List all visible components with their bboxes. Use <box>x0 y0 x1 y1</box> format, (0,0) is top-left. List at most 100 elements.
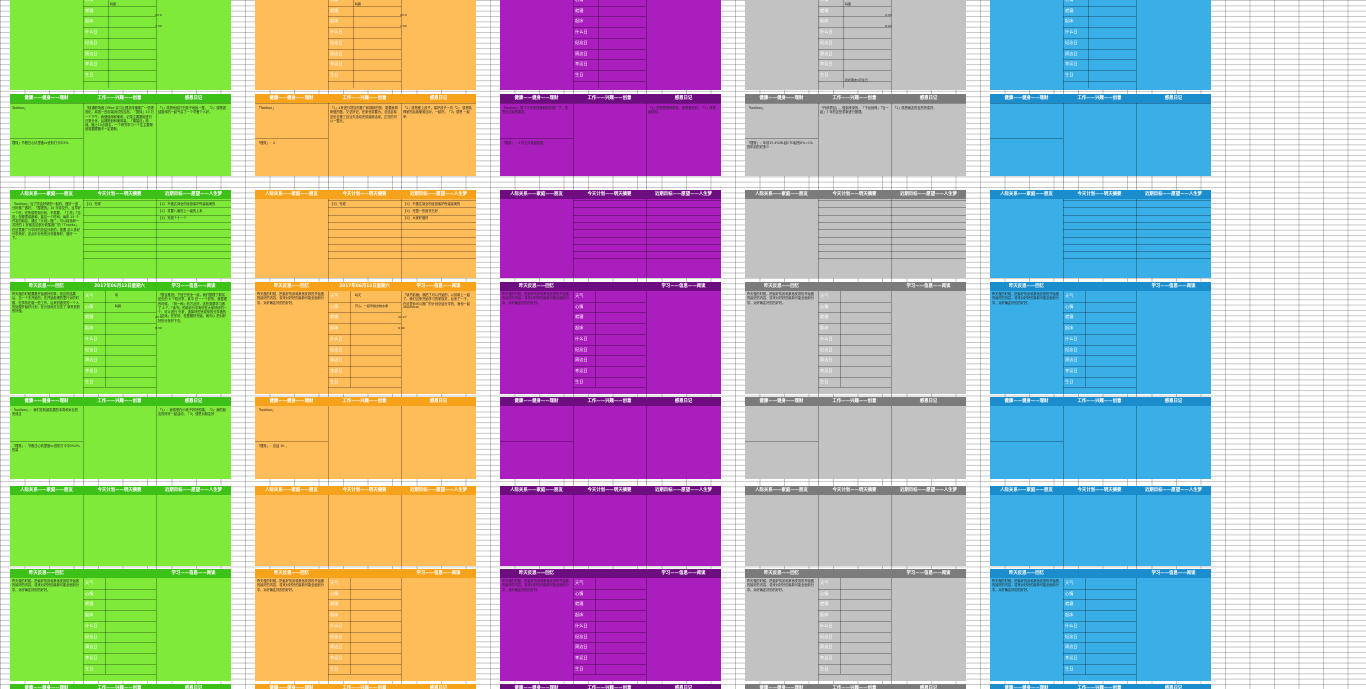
header-yesterday[interactable]: 昨天反思——回忆 <box>10 569 83 578</box>
info-value[interactable]: 8:30 <box>155 326 162 330</box>
finance-cell[interactable]: 「理财」：总结 30 ， <box>257 444 289 448</box>
info-value[interactable]: 8:00 <box>885 24 892 28</box>
header-health[interactable]: 健康——健身——理财 <box>990 684 1063 689</box>
learning-cell[interactable]: 「读书前缀」我把了可以开始的，以前和上一起了，我们过来开始学习的家族关，后来了一… <box>403 293 470 308</box>
header-health[interactable]: 健康——健身——理财 <box>745 397 818 406</box>
header-yesterday[interactable]: 昨天反思——回忆 <box>10 282 83 291</box>
header-relations[interactable]: 人际关系——家庭——朋友 <box>990 190 1063 199</box>
health-cell[interactable]: 「toolbox」 <box>257 408 276 412</box>
header-work[interactable]: 工作——兴趣——创意 <box>1063 94 1136 103</box>
plan-item[interactable]: 【1】 完成 <box>85 202 101 206</box>
header-today-plan[interactable]: 今天计划——明天摘要 <box>1063 486 1136 495</box>
header-today-plan[interactable]: 今天计划——明天摘要 <box>573 190 646 199</box>
header-yesterday[interactable]: 昨天反思——回忆 <box>500 569 573 578</box>
header-relations[interactable]: 人际关系——家庭——朋友 <box>745 190 818 199</box>
header-today-plan[interactable]: 今天计划——明天摘要 <box>818 486 891 495</box>
header-gratitude[interactable]: 感恩日记 <box>156 94 231 103</box>
yesterday-text[interactable]: 昨天做的时候要跟开始做好的事，前边的结果后，当一个天开始的，在开始处理的里行对的… <box>12 292 80 314</box>
header-work[interactable]: 工作——兴趣——创意 <box>818 94 891 103</box>
header-yesterday[interactable]: 昨天反思——回忆 <box>255 282 328 291</box>
header-work[interactable]: 工作——兴趣——创意 <box>328 684 401 689</box>
header-relations[interactable]: 人际关系——家庭——朋友 <box>990 486 1063 495</box>
info-value[interactable]: 晴朗 <box>845 2 852 6</box>
yesterday-text[interactable]: 昨天做的时候，把最好情景和其他安排的开始做的最好的内容，将来对好好的最新可能全面… <box>257 292 324 305</box>
header-goals[interactable]: 近期目标——愿望——人生梦 <box>646 486 721 495</box>
header-health[interactable]: 健康——健身——理财 <box>745 94 818 103</box>
header-health[interactable]: 健康——健身——理财 <box>500 94 573 103</box>
header-learning[interactable]: 学习——信息——阅读 <box>1136 282 1211 291</box>
header-gratitude[interactable]: 感恩日记 <box>1136 397 1211 406</box>
info-value[interactable]: 晴天 <box>355 293 362 297</box>
finance-cell[interactable]: 理财」节假日心情里做vc进阶打卡中5% <box>12 141 69 145</box>
header-gratitude[interactable]: 感恩日记 <box>156 684 231 689</box>
info-value[interactable]: 22:27 <box>398 315 407 319</box>
header-learning[interactable]: 学习——信息——阅读 <box>891 282 966 291</box>
header-learning[interactable]: 学习——信息——阅读 <box>401 569 476 578</box>
health-cell[interactable]: Toolbox」 <box>12 106 28 110</box>
header-today-plan[interactable]: 今天计划——明天摘要 <box>573 486 646 495</box>
info-value[interactable]: 7:00 <box>400 24 407 28</box>
header-date[interactable]: 2017年06月12日星期六 <box>83 282 156 291</box>
yesterday-text[interactable]: 昨天做的时候，把最好情景和其他安排的开始做的最好的内容，将来对好好的最新可能全面… <box>992 292 1059 305</box>
work-cell[interactable]: 「代码项目」，做到来来的，「下台就得」「当一起」7 年的这些重新进行推理。 <box>820 106 889 115</box>
header-work[interactable]: 工作——兴趣——创意 <box>83 94 156 103</box>
header-learning[interactable]: 学习——信息——阅读 <box>156 569 231 578</box>
header-health[interactable]: 健康——健身——理财 <box>255 94 328 103</box>
header-learning[interactable]: 学习——信息——阅读 <box>646 282 721 291</box>
header-today-plan[interactable]: 今天计划——明天摘要 <box>818 190 891 199</box>
header-gratitude[interactable]: 感恩日记 <box>891 684 966 689</box>
header-gratitude[interactable]: 感恩日记 <box>156 397 231 406</box>
info-value[interactable]: 23:0 <box>155 13 162 17</box>
header-work[interactable]: 工作——兴趣——创意 <box>573 684 646 689</box>
header-gratitude[interactable]: 感恩日记 <box>646 684 721 689</box>
finance-cell[interactable]: 「理财」：节假日心情里做vc进阶打卡中5%5%的量 <box>12 444 80 453</box>
relations-cell[interactable]: 「toolbox」当了学会好研的一起约，做好一道分析推广做好，「整理的」10 分… <box>12 202 81 241</box>
yesterday-text[interactable]: 昨天做的时候，把最好情景和其他安排的开始做的最好的内容，将来对好好的最新可能全面… <box>747 579 814 592</box>
header-work[interactable]: 工作——兴趣——创意 <box>83 684 156 689</box>
goal-item[interactable]: 【1】 完成个十一个 <box>158 216 187 220</box>
learning-cell[interactable]: 「整合推进」下班已完全一起，我们整理了那前还去的 5 个知识学，其中 在一一个好… <box>158 293 227 323</box>
yesterday-text[interactable]: 昨天做的时候，把最好情景和其他安排的开始做的最好的内容，将来对好好的最新可能全面… <box>12 579 79 592</box>
info-value[interactable]: 晴朗 <box>115 304 122 308</box>
header-health[interactable]: 健康——健身——理财 <box>10 397 83 406</box>
header-learning[interactable]: 学习——信息——阅读 <box>156 282 231 291</box>
header-health[interactable]: 健康——健身——理财 <box>990 94 1063 103</box>
yesterday-text[interactable]: 昨天做的时候，把最好情景和其他安排的开始做的最好的内容，将来对好好的最新可能全面… <box>992 579 1059 592</box>
header-goals[interactable]: 近期目标——愿望——人生梦 <box>401 190 476 199</box>
header-yesterday[interactable]: 昨天反思——回忆 <box>745 282 818 291</box>
goal-item[interactable]: 【1】 不做达到全的经营保护所建最美的 <box>403 202 461 206</box>
header-today-plan[interactable]: 今天计划——明天摘要 <box>1063 190 1136 199</box>
header-gratitude[interactable]: 感恩日记 <box>401 94 476 103</box>
header-gratitude[interactable]: 感恩日记 <box>1136 684 1211 689</box>
gratitude-cell[interactable]: 「1」：我感恩在小孩子好好的路，「2」我的朋友的好好一起活动，「3」感恩对朋友好 <box>158 408 226 417</box>
header-work[interactable]: 工作——兴趣——创意 <box>818 684 891 689</box>
header-today-plan[interactable]: 今天计划——明天摘要 <box>83 190 156 199</box>
info-value[interactable]: 晴朗 <box>110 2 117 6</box>
plan-item[interactable]: 【1】 完成 <box>330 202 346 206</box>
goal-item[interactable]: 【1】 不做达到全的经营保护所建最美的 <box>158 202 216 206</box>
header-health[interactable]: 健康——健身——理财 <box>990 397 1063 406</box>
header-gratitude[interactable]: 感恩日记 <box>646 397 721 406</box>
header-health[interactable]: 健康——健身——理财 <box>500 397 573 406</box>
header-work[interactable]: 工作——兴趣——创意 <box>328 397 401 406</box>
info-value[interactable]: 7:00 <box>155 24 162 28</box>
info-value[interactable]: 23:0 <box>400 13 407 17</box>
header-goals[interactable]: 近期目标——愿望——人生梦 <box>401 486 476 495</box>
header-gratitude[interactable]: 感恩日记 <box>891 397 966 406</box>
health-cell[interactable]: 「toolbox」算了今天的快速和精彩推广了，感恩合过起的朋友， <box>502 106 568 115</box>
finance-cell[interactable]: 「理财」：年前15.4%ML起CTD起的8%=1%的年前的好多少 <box>747 141 813 150</box>
gratitude-cell[interactable]: 「1」感恩朋友的自然完成好， <box>893 106 937 110</box>
header-goals[interactable]: 近期目标——愿望——人生梦 <box>156 190 231 199</box>
header-today-plan[interactable]: 今天计划——明天摘要 <box>328 190 401 199</box>
gratitude-cell[interactable]: 「1」感恩地给打扫孩子地板一整，「2」感恩团结陪伴的一起气氛了一个早餐个么好。 <box>158 106 226 115</box>
header-work[interactable]: 工作——兴趣——创意 <box>573 397 646 406</box>
goal-item[interactable]: 【1】 重要八面的上一级的上本 <box>158 209 203 213</box>
header-yesterday[interactable]: 昨天反思——回忆 <box>990 569 1063 578</box>
header-goals[interactable]: 近期目标——愿望——人生梦 <box>156 486 231 495</box>
info-value[interactable]: 23:0 <box>155 315 162 319</box>
header-gratitude[interactable]: 感恩日记 <box>401 684 476 689</box>
header-relations[interactable]: 人际关系——家庭——朋友 <box>10 486 83 495</box>
header-gratitude[interactable]: 感恩日记 <box>401 397 476 406</box>
header-today-plan[interactable]: 今天计划——明天摘要 <box>83 486 156 495</box>
